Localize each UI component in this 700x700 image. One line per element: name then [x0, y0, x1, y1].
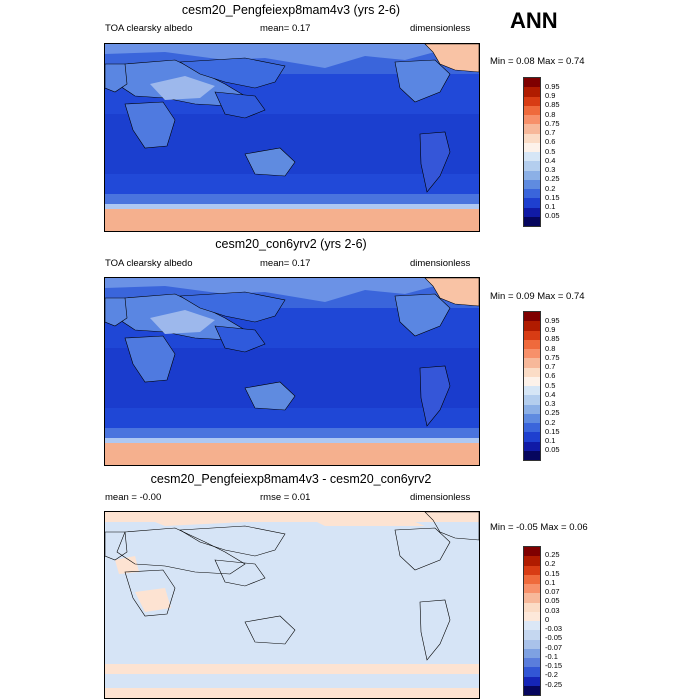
panel-2-title: cesm20_con6yrv2 (yrs 2-6) — [215, 237, 367, 251]
colorbar-tick: -0.1 — [545, 652, 558, 661]
colorbar-tick: 0.15 — [545, 193, 560, 202]
colorbar-tick: 0.15 — [545, 569, 560, 578]
colorbar-tick: 0.5 — [545, 381, 556, 390]
panel-3-rmse: rmse = 0.01 — [260, 492, 311, 503]
colorbar-tick: 0.05 — [545, 211, 560, 220]
panel-2-mean: mean= 0.17 — [260, 258, 311, 269]
colorbar-tick: -0.03 — [545, 624, 563, 633]
panel-2-units: dimensionless — [410, 258, 471, 269]
season-label: ANN — [510, 8, 558, 33]
colorbar-tick: 0.85 — [545, 100, 560, 109]
colorbar-tick: 0.03 — [545, 606, 560, 615]
colorbar-tick: 0.05 — [545, 445, 560, 454]
panel-1-title: cesm20_Pengfeiexp8mam4v3 (yrs 2-6) — [181, 3, 401, 17]
colorbar-tick: 0.85 — [545, 334, 560, 343]
colorbar-tick: 0.2 — [545, 184, 556, 193]
panel-3-minmax: Min = -0.05 Max = 0.06 — [490, 522, 588, 533]
colorbar-tick: 0.1 — [545, 436, 556, 445]
colorbar-tick: 0.75 — [545, 119, 560, 128]
colorbar-tick: 0.9 — [545, 91, 556, 100]
colorbar-tick: -0.07 — [545, 643, 563, 652]
colorbar-tick: 0.4 — [545, 390, 556, 399]
colorbar-tick: 0.2 — [545, 418, 556, 427]
colorbar-tick: 0.25 — [545, 174, 560, 183]
panel-1-map — [104, 43, 480, 232]
colorbar-tick: 0.7 — [545, 362, 556, 371]
colorbar-tick: 0.25 — [545, 408, 560, 417]
panel-3-mean: mean = -0.00 — [105, 492, 162, 503]
colorbar-tick: 0.75 — [545, 353, 560, 362]
colorbar-tick: -0.25 — [545, 680, 563, 689]
colorbar-tick: 0.2 — [545, 559, 556, 568]
panel-1-units: dimensionless — [410, 23, 471, 34]
colorbar-tick: 0.25 — [545, 550, 560, 559]
panel-3-colorbar — [523, 546, 541, 696]
panel-2-minmax: Min = 0.09 Max = 0.74 — [490, 291, 585, 302]
colorbar-tick: 0.9 — [545, 325, 556, 334]
colorbar-tick: 0.15 — [545, 427, 560, 436]
panel-2-field-label: TOA clearsky albedo — [105, 258, 193, 269]
panel-2-map-svg — [105, 278, 479, 465]
panel-1-map-svg — [105, 44, 479, 231]
colorbar-tick: 0.1 — [545, 578, 556, 587]
colorbar-tick: 0.7 — [545, 128, 556, 137]
colorbar-tick: 0.8 — [545, 344, 556, 353]
colorbar-tick: 0.3 — [545, 399, 556, 408]
panel-3-map — [104, 511, 480, 699]
panel-1-field-label: TOA clearsky albedo — [105, 23, 193, 34]
colorbar-tick: 0.05 — [545, 596, 560, 605]
colorbar-tick: 0 — [545, 615, 550, 624]
colorbar-tick: 0.6 — [545, 371, 556, 380]
colorbar-tick: 0.95 — [545, 82, 560, 91]
colorbar-tick: 0.3 — [545, 165, 556, 174]
colorbar-tick: 0.6 — [545, 137, 556, 146]
panel-1-mean: mean= 0.17 — [260, 23, 311, 34]
colorbar-tick: 0.95 — [545, 316, 560, 325]
panel-3-title: cesm20_Pengfeiexp8mam4v3 - cesm20_con6yr… — [150, 472, 432, 486]
panel-1-colorbar — [523, 77, 541, 227]
panel-2-map — [104, 277, 480, 466]
colorbar-tick: -0.05 — [545, 633, 563, 642]
colorbar-tick: -0.2 — [545, 670, 558, 679]
panel-1-minmax: Min = 0.08 Max = 0.74 — [490, 56, 585, 67]
colorbar-tick: 0.4 — [545, 156, 556, 165]
panel-3-map-svg — [105, 512, 479, 698]
colorbar-tick: 0.8 — [545, 110, 556, 119]
colorbar-tick: 0.5 — [545, 147, 556, 156]
colorbar-tick: 0.1 — [545, 202, 556, 211]
panel-3-units: dimensionless — [410, 492, 471, 503]
colorbar-tick: -0.15 — [545, 661, 563, 670]
colorbar-tick: 0.07 — [545, 587, 560, 596]
panel-2-colorbar — [523, 311, 541, 461]
